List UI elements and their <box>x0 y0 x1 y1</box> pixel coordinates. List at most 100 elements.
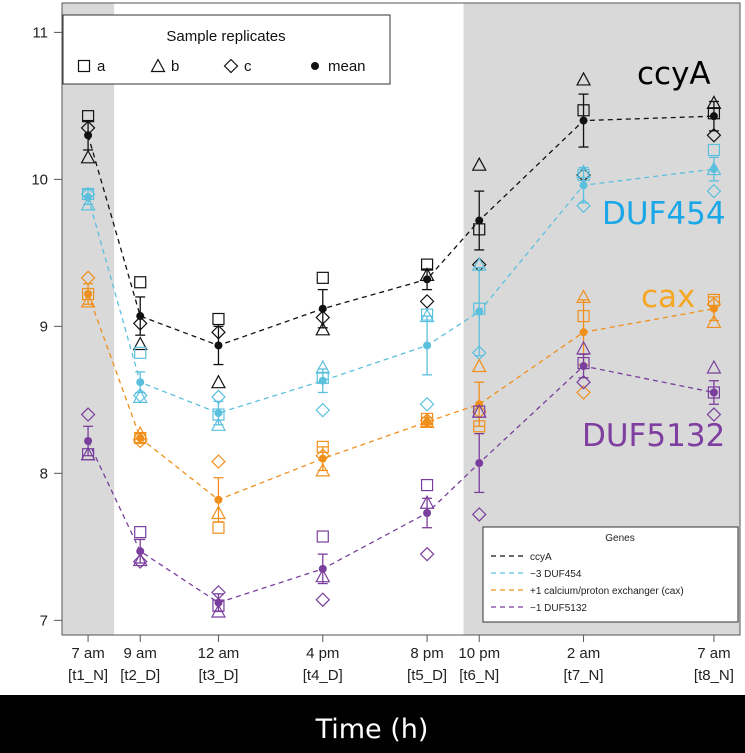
series-3-replicate-b-8 <box>706 314 722 329</box>
series-1-replicate-b-6 <box>471 156 487 171</box>
series-2-replicate-a-2 <box>134 346 147 359</box>
x-tick-label-1: 7 am <box>71 645 104 662</box>
y-tick-label-7: 7 <box>40 612 48 629</box>
plot-border <box>61 2 741 636</box>
series-4-replicate-c-2 <box>132 554 148 569</box>
series-4-replicate-a-4 <box>316 530 329 543</box>
replicate-legend-symbol-a <box>77 59 91 73</box>
series-1 <box>80 71 722 389</box>
series-3-mean-point-4 <box>318 454 327 463</box>
series-1-replicate-c-5 <box>419 294 435 309</box>
series-2 <box>80 143 722 431</box>
gene-legend-box <box>482 526 739 623</box>
series-1-mean-point-3 <box>214 341 223 350</box>
series-4-replicate-c-1 <box>80 407 96 422</box>
series-1-replicate-b-4 <box>315 321 331 336</box>
series-3-mean-point-3 <box>214 495 223 504</box>
series-2-replicate-c-4 <box>315 402 331 418</box>
series-4-mean-point-3 <box>214 598 223 607</box>
series-4-mean-line <box>87 365 715 604</box>
series-1-replicate-b-1 <box>80 149 96 164</box>
gene-tag-3: cax <box>641 279 695 315</box>
series-4-replicate-a-2 <box>134 526 147 539</box>
y-tick-label-8: 8 <box>40 465 48 482</box>
gene-tag-4: DUF5132 <box>582 418 725 454</box>
series-3-mean-point-7 <box>579 328 588 337</box>
series-2-mean-point-8 <box>709 165 718 174</box>
x-tick-label-7: 2 am <box>567 645 600 662</box>
x-axis-title: Time (h) <box>315 714 429 745</box>
gene-legend-label-4: −1 DUF5132 <box>530 603 587 614</box>
gene-legend-label-3: +1 calcium/proton exchanger (cax) <box>530 586 684 597</box>
replicate-legend-symbol-mean <box>311 62 319 70</box>
series-4 <box>80 340 722 618</box>
gene-legend-label-2: −3 DUF454 <box>530 569 582 580</box>
series-2-mean-point-2 <box>136 378 145 387</box>
series-4-mean-point-8 <box>709 388 718 397</box>
series-4-replicate-c-8 <box>706 407 722 422</box>
x-tick-sublabel-7: [t7_N] <box>564 667 604 684</box>
series-1-mean-point-7 <box>579 116 588 125</box>
series-1-mean-point-6 <box>475 216 484 225</box>
x-axis: 7 am [t1_N] 9 am [t2_D] 12 am [t3_D] 4 pm [t4_D… <box>68 635 734 684</box>
series-2-replicate-c-2 <box>132 388 148 403</box>
replicate-legend-symbol-c <box>223 58 239 74</box>
series-1-replicate-c-8 <box>706 127 722 143</box>
series-2-replicate-c-7 <box>576 198 591 214</box>
series-1-replicate-a-2 <box>134 276 147 289</box>
series-4-replicate-b-8 <box>706 359 722 374</box>
series-2-mean-point-5 <box>423 341 432 350</box>
replicate-legend-symbol-b <box>150 58 166 73</box>
series-3-replicate-b-6 <box>471 358 487 373</box>
gene-tag-1: ccyA <box>637 56 711 92</box>
series-3-replicate-b-1 <box>80 293 96 308</box>
series-3-mean-point-5 <box>423 417 432 426</box>
series-1-mean-point-4 <box>318 304 327 313</box>
x-tick-label-5: 8 pm <box>410 645 443 662</box>
series-1-replicate-a-3 <box>212 312 225 326</box>
series-4-mean-point-4 <box>318 564 327 573</box>
x-tick-label-2: 9 am <box>124 645 157 662</box>
series-1-replicate-b-3 <box>210 374 226 389</box>
x-tick-label-8: 7 am <box>697 645 730 662</box>
series-1-mean-point-8 <box>709 112 718 121</box>
plot-frame <box>61 2 741 636</box>
series-4-mean-point-2 <box>136 547 145 556</box>
series-1-replicate-b-7 <box>576 71 592 86</box>
x-tick-sublabel-5: [t5_D] <box>407 667 447 684</box>
series-3-mean-point-8 <box>709 304 718 313</box>
gene-legend-title: Genes <box>605 533 634 544</box>
replicate-legend-box <box>62 14 391 85</box>
series-2-mean-point-1 <box>84 193 93 202</box>
series-3-replicate-c-3 <box>211 454 226 469</box>
y-axis: 7 8 9 10 11 <box>31 24 62 629</box>
replicate-legend-label-c: c <box>244 58 252 75</box>
series-2-replicate-c-8 <box>706 183 722 199</box>
x-tick-sublabel-6: [t6_N] <box>459 667 499 684</box>
series-layer <box>80 71 722 618</box>
y-tick-label-11: 11 <box>32 24 48 41</box>
series-4-mean-point-1 <box>84 436 93 445</box>
series-4-replicate-c-5 <box>419 546 435 562</box>
series-1-replicate-a-4 <box>316 271 329 284</box>
series-2-mean-point-4 <box>318 376 327 385</box>
series-1-mean-line <box>87 115 714 347</box>
series-4-replicate-c-7 <box>576 374 591 390</box>
gene-tags: ccyA DUF454 cax DUF5132 <box>582 56 726 454</box>
series-4-replicate-c-4 <box>315 592 331 608</box>
gene-tag-2: DUF454 <box>602 196 726 232</box>
series-4-replicate-b-2 <box>132 552 148 567</box>
series-3-mean-point-2 <box>136 434 145 443</box>
x-tick-sublabel-8: [t8_N] <box>694 667 734 684</box>
replicate-legend-label-a: a <box>97 58 106 75</box>
series-3-mean-point-1 <box>84 290 93 299</box>
night-band-1 <box>62 3 115 635</box>
y-tick-label-9: 9 <box>40 318 48 335</box>
x-tick-label-4: 4 pm <box>306 645 339 662</box>
series-3 <box>80 270 722 534</box>
series-4-replicate-a-5 <box>420 478 434 492</box>
series-1-replicate-b-2 <box>132 336 148 351</box>
x-tick-label-6: 10 pm <box>458 645 500 662</box>
series-1-mean-point-1 <box>84 131 93 140</box>
replicate-legend-title: Sample replicates <box>166 28 285 45</box>
